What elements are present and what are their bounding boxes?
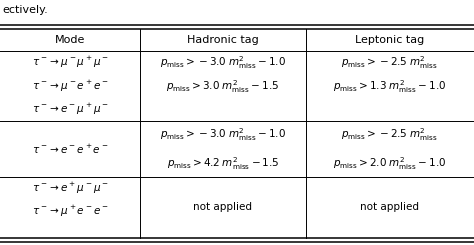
Text: Mode: Mode	[55, 35, 85, 45]
Text: $p_{\mathrm{miss}} > 1.3\; m^2_{\mathrm{miss}} - 1.0$: $p_{\mathrm{miss}} > 1.3\; m^2_{\mathrm{…	[333, 78, 446, 95]
Text: $p_{\mathrm{miss}} > 2.0\; m^2_{\mathrm{miss}} - 1.0$: $p_{\mathrm{miss}} > 2.0\; m^2_{\mathrm{…	[333, 155, 446, 172]
Text: $p_{\mathrm{miss}} > -3.0\; m^2_{\mathrm{miss}} - 1.0$: $p_{\mathrm{miss}} > -3.0\; m^2_{\mathrm…	[160, 127, 286, 144]
Text: $\tau^- \to \mu^-\mu^+\mu^-$: $\tau^- \to \mu^-\mu^+\mu^-$	[32, 55, 109, 71]
Text: $\tau^- \to e^-\mu^+\mu^-$: $\tau^- \to e^-\mu^+\mu^-$	[32, 102, 109, 117]
Text: $\tau^- \to e^-e^+e^-$: $\tau^- \to e^-e^+e^-$	[32, 143, 109, 156]
Text: Leptonic tag: Leptonic tag	[355, 35, 424, 45]
Text: $\tau^- \to \mu^-e^+e^-$: $\tau^- \to \mu^-e^+e^-$	[32, 79, 109, 94]
Text: $p_{\mathrm{miss}} > 4.2\; m^2_{\mathrm{miss}} - 1.5$: $p_{\mathrm{miss}} > 4.2\; m^2_{\mathrm{…	[166, 155, 279, 172]
Text: not applied: not applied	[360, 202, 419, 212]
Text: $\tau^- \to \mu^+e^-e^-$: $\tau^- \to \mu^+e^-e^-$	[32, 204, 109, 219]
Text: not applied: not applied	[193, 202, 252, 212]
Text: $\tau^- \to e^+\mu^-\mu^-$: $\tau^- \to e^+\mu^-\mu^-$	[32, 181, 109, 196]
Text: ectively.: ectively.	[2, 5, 48, 15]
Text: $p_{\mathrm{miss}} > 3.0\; m^2_{\mathrm{miss}} - 1.5$: $p_{\mathrm{miss}} > 3.0\; m^2_{\mathrm{…	[166, 78, 279, 95]
Text: $p_{\mathrm{miss}} > -2.5\; m^2_{\mathrm{miss}}$: $p_{\mathrm{miss}} > -2.5\; m^2_{\mathrm…	[341, 54, 438, 71]
Text: $p_{\mathrm{miss}} > -2.5\; m^2_{\mathrm{miss}}$: $p_{\mathrm{miss}} > -2.5\; m^2_{\mathrm…	[341, 127, 438, 144]
Text: Hadronic tag: Hadronic tag	[187, 35, 259, 45]
Text: $p_{\mathrm{miss}} > -3.0\; m^2_{\mathrm{miss}} - 1.0$: $p_{\mathrm{miss}} > -3.0\; m^2_{\mathrm…	[160, 54, 286, 71]
